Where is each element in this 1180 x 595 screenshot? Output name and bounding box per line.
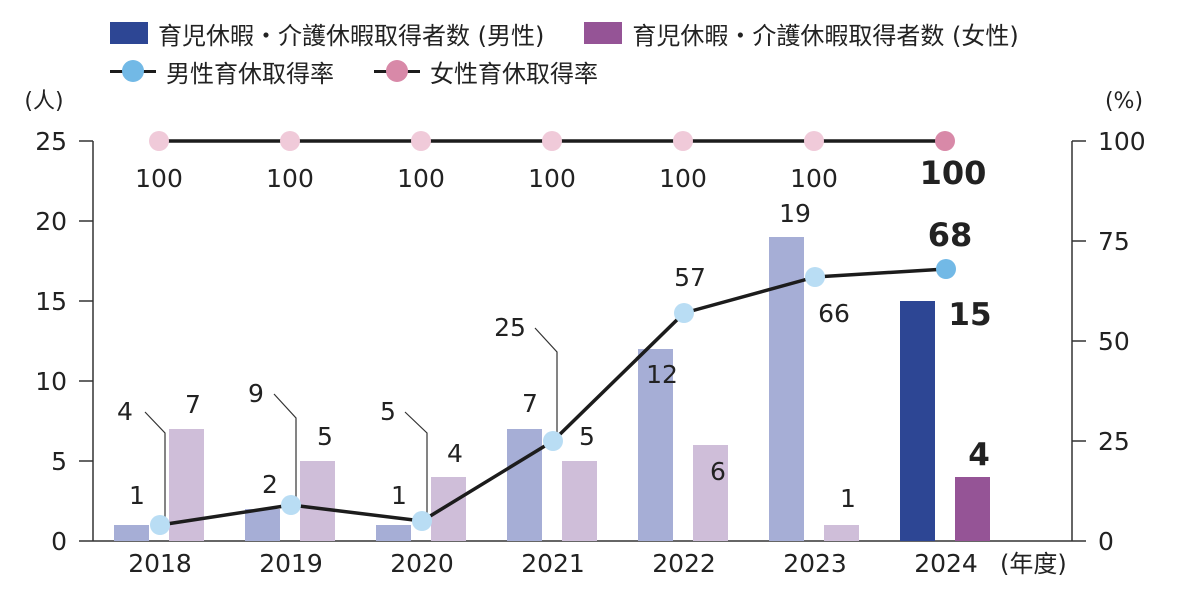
bar-label-male-count: 19 (779, 199, 811, 228)
point-male-rate (412, 511, 432, 531)
y-left-tick-label: 20 (35, 207, 67, 236)
point-label-female-rate: 100 (790, 164, 838, 193)
legend-item-male-rate: 男性育休取得率 (110, 54, 334, 89)
bar-label-male-count: 7 (522, 389, 538, 418)
legend-row-bars: 育児休暇・介護休暇取得者数 (男性) 育児休暇・介護休暇取得者数 (女性) (110, 14, 1110, 52)
bar-male-count (507, 429, 542, 541)
point-female-rate (542, 131, 562, 151)
y-right-tick-label: 75 (1098, 227, 1130, 256)
bar-male-count (245, 509, 280, 541)
point-label-male-rate: 57 (674, 263, 706, 292)
bar-female-count (300, 461, 335, 541)
bar-label-female-count: 4 (447, 439, 463, 468)
x-tick-label: 2022 (652, 549, 716, 578)
legend-swatch-male-count (110, 22, 148, 44)
x-tick-label: 2021 (521, 549, 585, 578)
leader-line-male-rate (534, 327, 558, 438)
bar-female-count (955, 477, 990, 541)
x-tick-label: 2024 (914, 549, 978, 578)
point-male-rate (674, 303, 694, 323)
point-label-male-rate: 25 (494, 313, 526, 342)
x-tick-label: 2023 (783, 549, 847, 578)
point-male-rate (543, 431, 563, 451)
legend-swatch-male-rate (110, 60, 156, 82)
bar-label-female-count: 5 (317, 422, 333, 451)
point-male-rate (936, 259, 956, 279)
point-label-male-rate: 66 (818, 299, 850, 328)
legend-label-male-count: 育児休暇・介護休暇取得者数 (男性) (158, 21, 545, 50)
leader-line-male-rate (273, 393, 297, 504)
bar-label-male-count: 1 (129, 481, 145, 510)
y-left-tick-label: 15 (35, 287, 67, 316)
bar-female-count (693, 445, 728, 541)
legend-swatch-female-rate (374, 60, 420, 82)
y-axis-left-title: (人) (24, 89, 63, 114)
bar-male-count (114, 525, 149, 541)
point-male-rate (150, 515, 170, 535)
point-label-male-rate: 9 (248, 379, 264, 408)
bar-label-female-count: 5 (579, 422, 595, 451)
point-label-male-rate: 68 (928, 216, 973, 254)
point-label-male-rate: 5 (380, 397, 396, 426)
leader-line-male-rate (404, 411, 428, 520)
point-female-rate (149, 131, 169, 151)
legend-item-male-count: 育児休暇・介護休暇取得者数 (男性) (110, 16, 544, 51)
leader-line-male-rate (144, 411, 166, 521)
point-female-rate (411, 131, 431, 151)
point-label-female-rate: 100 (397, 164, 445, 193)
legend-item-female-rate: 女性育休取得率 (374, 54, 598, 89)
point-male-rate (805, 267, 825, 287)
bar-female-count (824, 525, 859, 541)
y-left-tick-label: 5 (51, 447, 67, 476)
point-label-female-rate: 100 (659, 164, 707, 193)
legend-swatch-female-count (584, 22, 623, 44)
y-right-tick-label: 50 (1098, 327, 1130, 356)
point-label-female-rate: 100 (266, 164, 314, 193)
legend-row-lines: 男性育休取得率 女性育休取得率 (110, 52, 1110, 90)
bar-label-female-count: 6 (710, 457, 726, 486)
chart-legend: 育児休暇・介護休暇取得者数 (男性) 育児休暇・介護休暇取得者数 (女性) 男性… (110, 14, 1110, 90)
point-label-male-rate: 4 (117, 397, 133, 426)
bar-label-male-count: 12 (646, 360, 678, 389)
bar-male-count (900, 301, 935, 541)
point-female-rate (673, 131, 693, 151)
bar-label-female-count: 1 (840, 484, 856, 513)
legend-label-male-rate: 男性育休取得率 (166, 59, 334, 88)
x-axis-title: (年度) (1000, 550, 1067, 578)
y-left-tick-label: 10 (35, 367, 67, 396)
bar-label-female-count: 7 (185, 390, 201, 419)
point-label-female-rate: 100 (135, 164, 183, 193)
x-tick-label: 2019 (259, 549, 323, 578)
point-female-rate (935, 131, 955, 151)
y-right-tick-label: 100 (1098, 127, 1146, 156)
bar-label-male-count: 15 (948, 297, 991, 333)
x-tick-label: 2018 (128, 549, 192, 578)
y-axis-right-title: (%) (1105, 89, 1143, 114)
point-label-female-rate: 100 (528, 164, 576, 193)
bar-female-count (431, 477, 466, 541)
bar-label-female-count: 4 (968, 437, 990, 473)
legend-item-female-count: 育児休暇・介護休暇取得者数 (女性) (584, 16, 1019, 51)
legend-label-female-rate: 女性育休取得率 (430, 59, 598, 88)
bar-female-count (562, 461, 597, 541)
bar-male-count (376, 525, 411, 541)
point-female-rate (804, 131, 824, 151)
x-tick-label: 2020 (390, 549, 454, 578)
y-left-tick-label: 0 (51, 527, 67, 556)
legend-label-female-count: 育児休暇・介護休暇取得者数 (女性) (632, 21, 1019, 50)
y-left-tick-label: 25 (35, 127, 67, 156)
point-label-female-rate: 100 (920, 154, 987, 192)
bar-label-male-count: 2 (262, 470, 278, 499)
y-right-tick-label: 0 (1098, 527, 1114, 556)
bar-label-male-count: 1 (391, 481, 407, 510)
bar-male-count (638, 349, 673, 541)
y-right-tick-label: 25 (1098, 427, 1130, 456)
point-male-rate (281, 495, 301, 515)
point-female-rate (280, 131, 300, 151)
